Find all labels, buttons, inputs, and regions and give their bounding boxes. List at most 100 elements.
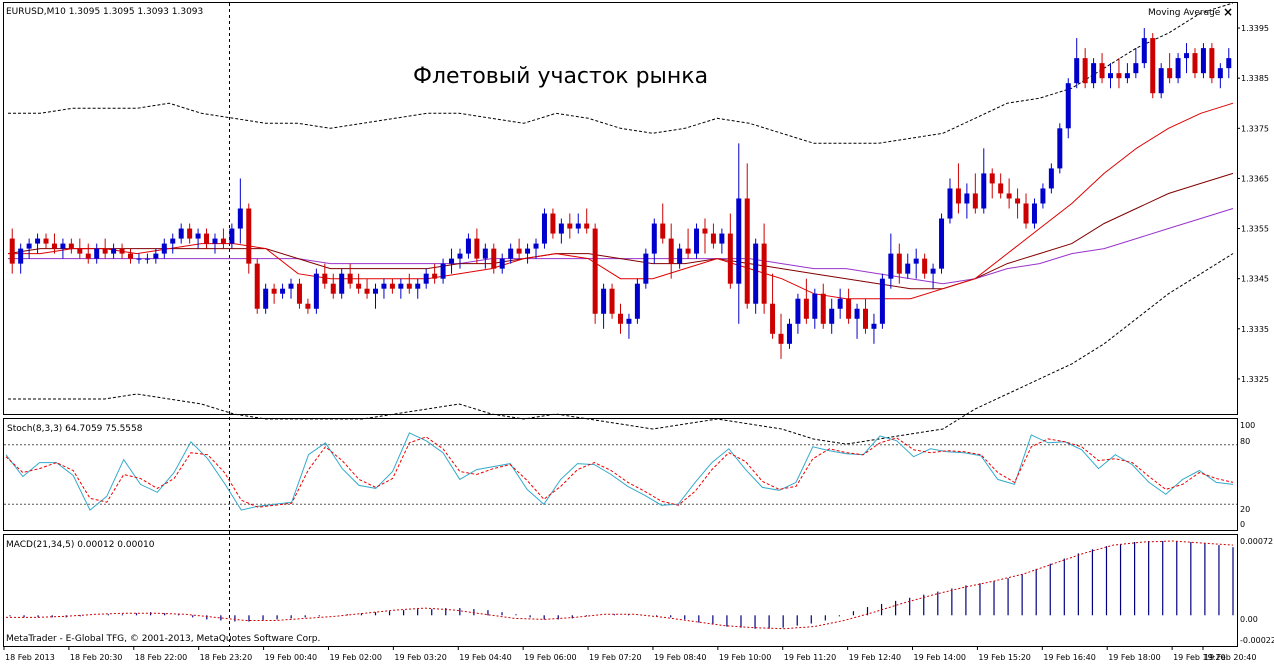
price-axis-label: 1.3365 — [1241, 174, 1269, 183]
time-axis-label: 19 Feb 12:40 — [849, 653, 901, 662]
candle-body — [322, 273, 328, 284]
macd-label: MACD(21,34,5) 0.00012 0.00010 — [6, 540, 155, 550]
candle-body — [60, 243, 66, 249]
candle-body — [727, 233, 733, 284]
candle-body — [119, 248, 125, 254]
candle-body — [440, 263, 446, 279]
candle-body — [85, 253, 91, 259]
candle-body — [1184, 53, 1190, 59]
macd-level-zero: 0.00 — [1240, 615, 1258, 624]
price-series — [7, 2, 1234, 445]
candle-body — [153, 253, 159, 259]
time-axis-label: 18 Feb 22:00 — [135, 653, 187, 662]
time-axis-label: 19 Feb 00:40 — [265, 653, 317, 662]
candle-body — [1082, 58, 1088, 84]
candle-body — [220, 238, 226, 244]
candle-body — [1226, 58, 1232, 69]
stoch-series — [4, 432, 1237, 511]
candle-body — [389, 283, 395, 289]
candle-body — [1015, 198, 1021, 204]
candle-body — [1006, 193, 1012, 199]
candle-body — [550, 213, 556, 234]
candle-body — [178, 228, 184, 239]
candle-body — [558, 223, 564, 234]
candle-body — [449, 258, 455, 264]
candle-body — [347, 273, 353, 284]
candle-body — [879, 278, 885, 324]
candle-body — [753, 243, 759, 304]
candle-body — [491, 248, 497, 269]
candle-body — [947, 188, 953, 219]
candle-body — [803, 298, 809, 319]
candle-body — [837, 298, 843, 309]
candle-body — [770, 303, 776, 334]
candle-body — [592, 228, 598, 314]
stoch-label: Stoch(8,3,3) 64.7059 75.5558 — [7, 424, 143, 434]
candle-body — [1108, 73, 1113, 79]
candle-body — [128, 253, 133, 259]
candle-body — [1200, 48, 1206, 74]
candle-body — [432, 273, 438, 279]
candle-body — [1091, 63, 1097, 84]
candle-body — [854, 308, 860, 319]
candle-body — [482, 248, 488, 259]
candle-body — [111, 248, 117, 254]
time-axis-label: 18 Feb 23:20 — [200, 653, 252, 662]
candle-body — [525, 248, 531, 254]
candle-body — [136, 258, 142, 260]
candle-body — [1048, 168, 1054, 189]
price-axis-label: 1.3335 — [1241, 325, 1269, 334]
candle-body — [541, 213, 547, 244]
candle-body — [1040, 188, 1046, 204]
candle-body — [913, 258, 919, 264]
candle-body — [296, 283, 302, 304]
price-axis-label: 1.3325 — [1241, 375, 1269, 384]
candle-body — [305, 303, 311, 309]
candle-body — [187, 228, 193, 239]
time-axis-label: 19 Feb 06:00 — [524, 653, 576, 662]
stoch-main-line — [5, 432, 1234, 511]
candle-body — [736, 198, 742, 284]
macd-level-bottom: -0.00022 — [1240, 636, 1274, 645]
candle-body — [1116, 73, 1122, 79]
candle-body — [871, 323, 877, 329]
candle-body — [102, 248, 108, 254]
moving-average-mid-line — [7, 172, 1234, 290]
candle-body — [702, 228, 708, 234]
candle-body — [423, 273, 429, 284]
candle-body — [364, 288, 370, 294]
candle-body — [846, 298, 852, 319]
candle-body — [1217, 68, 1223, 79]
candle-body — [170, 238, 176, 244]
candle-body — [626, 318, 632, 324]
candle-body — [1099, 63, 1105, 79]
candle-body — [668, 238, 674, 264]
macd-pane-frame — [3, 534, 1238, 647]
candle-body — [710, 233, 716, 244]
candle-body — [1141, 38, 1147, 64]
candle-body — [922, 258, 928, 274]
candle-body — [144, 258, 150, 260]
axes: 1.3395 1.3385 1.3375 1.3365 1.3355 1.3345 1.33… — [3, 24, 1269, 662]
candle-body — [601, 288, 607, 314]
candle-body — [339, 273, 345, 294]
candle-body — [398, 283, 404, 289]
time-axis-label: 19 Feb 16:40 — [1043, 653, 1095, 662]
candle-body — [26, 243, 32, 249]
envelope-upper-line — [8, 2, 1234, 144]
price-axis-label: 1.3355 — [1241, 225, 1269, 234]
candle-body — [955, 188, 961, 204]
time-axis-label: 19 Feb 11:20 — [784, 653, 836, 662]
candle-body — [896, 253, 902, 274]
candle-body — [820, 293, 826, 324]
price-pane-frame — [3, 2, 1238, 415]
candle-body — [406, 283, 412, 289]
candle-body — [660, 223, 666, 239]
candle-body — [94, 248, 100, 259]
stoch-signal-line — [5, 436, 1234, 508]
candle-body — [1074, 58, 1080, 84]
candle-body — [263, 288, 269, 309]
close-icon[interactable]: × — [1223, 5, 1233, 19]
